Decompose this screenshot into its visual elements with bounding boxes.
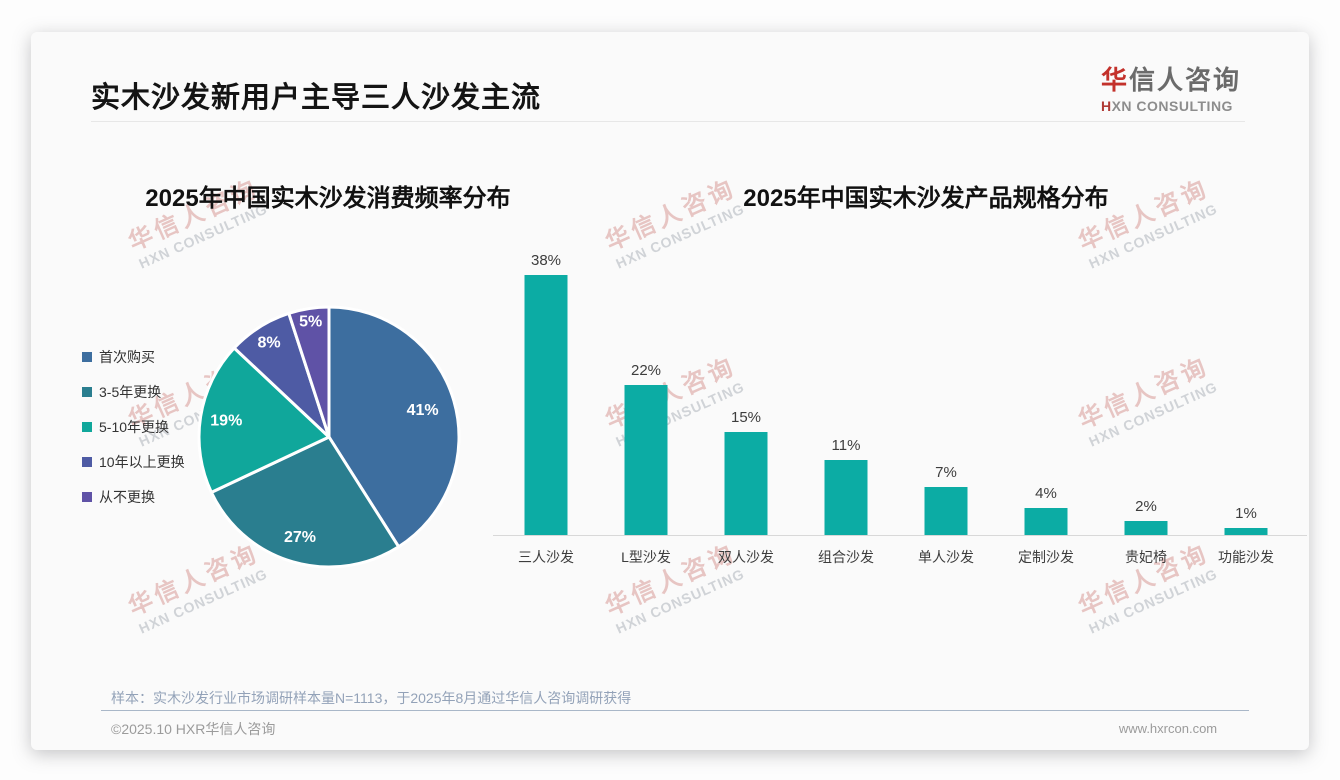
bar-group: 22% L型沙发 [596,232,696,582]
page-title: 实木沙发新用户主导三人沙发主流 [91,82,542,114]
bar-value-label: 7% [935,464,957,481]
bar-chart: 38% 三人沙发 22% L型沙发 15% 双人沙发 11% 组合沙发 7% 单人沙发 4% 定制沙发… [496,232,1296,582]
copyright-text: ©2025.10 HXR华信人咨询 [111,721,276,737]
legend-item: 从不更换 [82,479,185,514]
logo-cn-accent: 华 [1100,65,1129,95]
bar-category-label: 定制沙发 [1018,549,1074,565]
bar [524,275,568,535]
bar-category-label: 三人沙发 [518,549,574,565]
pie-slice-label: 19% [210,413,242,430]
bar-group: 2% 贵妃椅 [1096,232,1196,582]
logo-chinese-name: 华信人咨询 [1101,60,1241,97]
report-card: 华信人咨询 HXN CONSULTING 华信人咨询 HXN CONSULTING 华信… [31,32,1309,750]
bar-group: 38% 三人沙发 [496,232,596,582]
bar [724,432,768,535]
bar-area: 38% [496,232,596,535]
bar-category-label: L型沙发 [621,549,671,565]
pie-slice-label: 27% [284,529,316,546]
bar-category-label: 功能沙发 [1218,549,1274,565]
logo-en-accent: H [1100,98,1112,114]
bar-area: 15% [696,232,796,535]
bar-area: 11% [796,232,896,535]
legend-label: 从不更换 [99,488,155,505]
bar-area: 2% [1096,232,1196,535]
pie-slice-label: 41% [407,402,439,419]
bar-area: 4% [996,232,1096,535]
bar-group: 7% 单人沙发 [896,232,996,582]
footer-divider [101,710,1249,711]
legend-label: 3-5年更换 [99,383,162,400]
website-url: www.hxrcon.com [1118,721,1218,736]
bar [1024,508,1068,535]
bar-category-label: 单人沙发 [918,549,974,565]
pie-slice-label: 5% [299,313,322,330]
bar [624,385,668,535]
pie-legend: 首次购买 3-5年更换 5-10年更换 10年以上更换 从不更换 [82,339,185,514]
bar-value-label: 22% [630,362,662,379]
legend-item: 3-5年更换 [82,374,185,409]
bar [824,460,868,535]
bar-category-label: 组合沙发 [818,549,874,565]
sample-note: 样本：实木沙发行业市场调研样本量N=1113，于2025年8月通过华信人咨询调研… [111,690,632,706]
legend-swatch [82,386,92,397]
legend-swatch [82,456,92,467]
pie-chart-title: 2025年中国实木沙发消费频率分布 [145,185,511,212]
legend-item: 10年以上更换 [82,444,185,479]
logo-english-name: HXN CONSULTING [1101,98,1241,114]
pie-chart: 41% 27% 19% 8% 5% [197,305,461,569]
bar-chart-title: 2025年中国实木沙发产品规格分布 [743,185,1109,212]
pie-slice-label: 8% [258,335,281,352]
legend-label: 10年以上更换 [99,453,185,470]
bar-axis-line [493,535,1307,536]
header-divider [91,121,1245,122]
company-logo: 华信人咨询 HXN CONSULTING [1101,60,1241,114]
legend-item: 5-10年更换 [82,409,185,444]
bar-value-label: 2% [1135,498,1157,515]
bar-value-label: 15% [730,409,762,426]
bar-group: 11% 组合沙发 [796,232,896,582]
logo-cn-rest: 信人咨询 [1128,65,1241,95]
bar [1224,528,1268,535]
bar-value-label: 4% [1035,485,1057,502]
logo-en-rest: XN CONSULTING [1111,98,1233,114]
bar-value-label: 11% [831,437,861,454]
legend-swatch [82,421,92,432]
bar [1124,521,1168,535]
legend-item: 首次购买 [82,339,185,374]
bar-group: 4% 定制沙发 [996,232,1096,582]
bar-value-label: 38% [530,252,562,269]
bar-group: 15% 双人沙发 [696,232,796,582]
bar-category-label: 贵妃椅 [1125,549,1167,565]
bar [924,487,968,535]
bar-area: 22% [596,232,696,535]
pie-slice [197,346,331,494]
pie-slice [287,305,331,439]
pie-slice [209,435,401,569]
bar-value-label: 1% [1235,505,1257,522]
legend-label: 首次购买 [99,348,155,365]
bar-area: 7% [896,232,996,535]
bar-category-label: 双人沙发 [718,549,774,565]
bar-area: 1% [1196,232,1296,535]
bar-group: 1% 功能沙发 [1196,232,1296,582]
legend-swatch [82,351,92,362]
legend-label: 5-10年更换 [99,418,170,435]
legend-swatch [82,491,92,502]
